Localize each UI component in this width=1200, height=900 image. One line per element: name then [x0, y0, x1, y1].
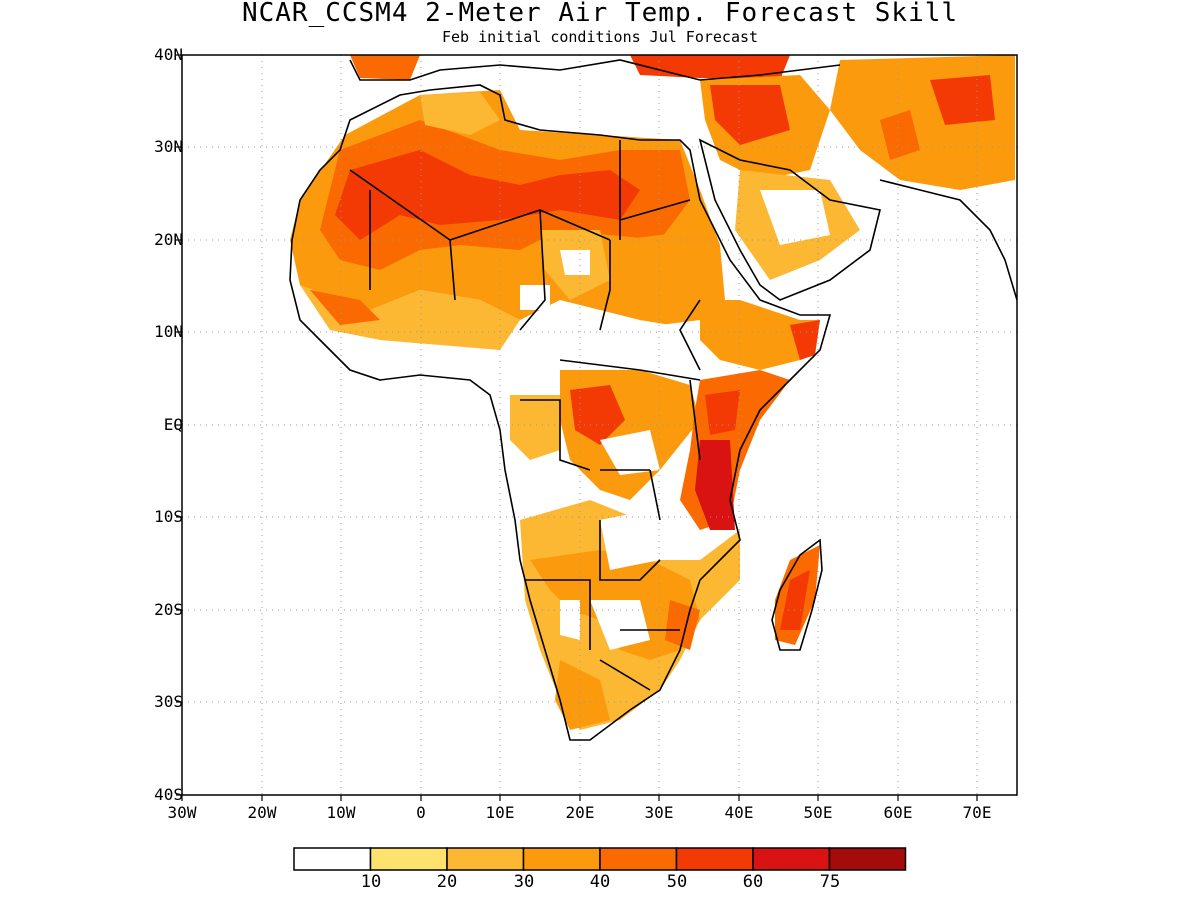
lat-label-40n: 40N — [154, 45, 183, 64]
colorbar-bin-6 — [752, 847, 831, 871]
colorbar-bin-0 — [293, 847, 372, 871]
colorbar-label-75: 75 — [819, 872, 841, 892]
lon-label-20w: 20W — [247, 803, 277, 822]
lon-label-60e: 60E — [883, 803, 913, 822]
colorbar-label-10: 10 — [360, 872, 382, 892]
lat-label-20n: 20N — [154, 230, 183, 249]
colorbar-bin-4 — [599, 847, 678, 871]
colorbar-label-30: 30 — [513, 872, 535, 892]
colorbar-bin-1 — [369, 847, 448, 871]
coastlines — [289, 59, 1017, 741]
colorbar — [293, 847, 907, 871]
colorbar-bin-3 — [522, 847, 601, 871]
lon-label-30e: 30E — [644, 803, 674, 822]
lon-label-70e: 70E — [962, 803, 992, 822]
map-subtitle: Feb initial conditions Jul Forecast — [441, 28, 759, 46]
colorbar-label-50: 50 — [666, 872, 688, 892]
lat-label-30n: 30N — [154, 137, 183, 156]
lon-label-0: 0 — [416, 803, 426, 822]
lon-label-30w: 30W — [167, 803, 197, 822]
lat-label-10n: 10N — [154, 322, 183, 341]
colorbar-bin-2 — [446, 847, 525, 871]
lat-label-40s: 40S — [154, 785, 183, 804]
skill-field — [290, 55, 1015, 730]
lon-label-20e: 20E — [565, 803, 595, 822]
colorbar-bin-5 — [675, 847, 754, 871]
lat-label-eq: EQ — [163, 415, 183, 434]
lon-label-10e: 10E — [485, 803, 515, 822]
lat-label-20s: 20S — [154, 600, 183, 619]
colorbar-label-20: 20 — [436, 872, 458, 892]
axis-ticks — [176, 54, 978, 801]
map-title: NCAR_CCSM4 2-Meter Air Temp. Forecast Sk… — [241, 0, 959, 28]
colorbar-label-60: 60 — [742, 872, 764, 892]
colorbar-bin-7 — [828, 847, 907, 871]
lat-label-30s: 30S — [154, 692, 183, 711]
lon-label-10w: 10W — [326, 803, 356, 822]
lat-label-10s: 10S — [154, 507, 183, 526]
lon-label-40e: 40E — [724, 803, 754, 822]
lon-label-50e: 50E — [803, 803, 833, 822]
colorbar-label-40: 40 — [589, 872, 611, 892]
